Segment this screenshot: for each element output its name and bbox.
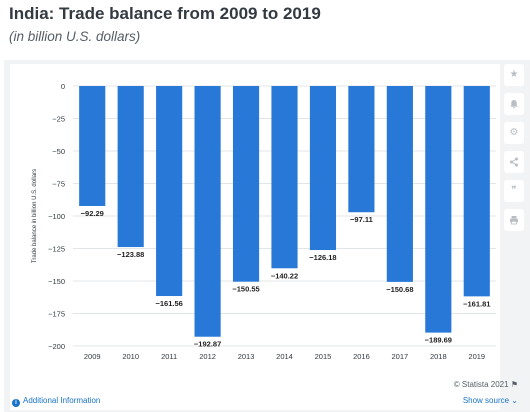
- bar: [79, 86, 106, 206]
- data-label: −150.68: [386, 285, 413, 294]
- x-tick-label: 2016: [353, 352, 370, 361]
- x-tick-label: 2018: [430, 352, 447, 361]
- bar: [463, 86, 490, 297]
- x-tick-label: 2010: [122, 352, 139, 361]
- star-icon[interactable]: ★: [504, 64, 524, 86]
- data-label: −192.87: [194, 340, 221, 349]
- data-label: −150.55: [232, 285, 259, 294]
- credit-text: © Statista 2021: [453, 380, 509, 389]
- bar: [425, 86, 452, 333]
- x-tick-label: 2017: [392, 352, 409, 361]
- bar: [348, 86, 375, 213]
- show-source-label: Show source: [462, 396, 510, 405]
- y-tick-label: −150: [48, 277, 65, 286]
- chevron-down-icon: ⌄: [511, 396, 518, 405]
- quote-icon[interactable]: ❞: [504, 180, 524, 202]
- x-tick-label: 2015: [315, 352, 332, 361]
- bar: [194, 86, 221, 337]
- share-icon[interactable]: [504, 151, 524, 173]
- chart-subtitle: (in billion U.S. dollars): [9, 29, 141, 44]
- y-tick-label: −75: [52, 180, 65, 189]
- chart-title: India: Trade balance from 2009 to 2019: [9, 4, 321, 23]
- flag-icon: ⚑: [510, 380, 518, 389]
- data-label: −161.81: [463, 299, 490, 308]
- y-tick-label: −100: [48, 212, 65, 221]
- y-tick-label: −175: [48, 310, 65, 319]
- x-tick-label: 2012: [199, 352, 216, 361]
- y-tick-label: −50: [52, 147, 65, 156]
- bar: [156, 86, 183, 297]
- bar: [117, 86, 144, 248]
- chart-card: 0 −25 −50 −75 −100 −125 −150 −175 −200 Trade bala…: [10, 64, 500, 410]
- y-tick-label: −25: [52, 115, 65, 124]
- data-label: −189.69: [425, 336, 452, 345]
- data-label: −140.22: [271, 271, 298, 280]
- bar: [309, 86, 337, 251]
- print-icon[interactable]: [504, 209, 524, 231]
- x-tick-label: 2013: [238, 352, 255, 361]
- bar: [232, 86, 260, 282]
- data-label: −161.56: [155, 299, 182, 308]
- bell-icon[interactable]: [504, 93, 524, 115]
- data-label: −97.11: [350, 215, 373, 224]
- additional-information-label: Additional Information: [23, 396, 101, 405]
- data-label: −92.29: [81, 209, 104, 218]
- y-tick-label: −125: [48, 245, 65, 254]
- x-tick-label: 2014: [276, 352, 293, 361]
- additional-information-link[interactable]: i Additional Information: [12, 396, 100, 407]
- y-tick-label: 0: [61, 82, 65, 91]
- statista-credit: © Statista 2021 ⚑: [454, 380, 518, 389]
- bar: [386, 86, 413, 282]
- data-label: −126.18: [309, 253, 336, 262]
- show-source-link[interactable]: Show source ⌄: [463, 396, 518, 405]
- chart-toolbar: ★ ⚙ ❞: [503, 64, 525, 238]
- bar: [271, 86, 298, 269]
- gear-icon[interactable]: ⚙: [504, 122, 524, 144]
- info-icon: i: [12, 399, 20, 407]
- data-label: −123.88: [117, 250, 144, 259]
- x-tick-label: 2019: [468, 352, 485, 361]
- trade-balance-bar-chart: 0 −25 −50 −75 −100 −125 −150 −175 −200 Trade bala…: [32, 82, 496, 361]
- y-tick-label: −200: [48, 342, 65, 351]
- x-tick-label: 2011: [161, 352, 177, 361]
- x-tick-label: 2009: [84, 352, 101, 361]
- y-axis-label: Trade balance in billion U.S. dollars: [32, 169, 38, 263]
